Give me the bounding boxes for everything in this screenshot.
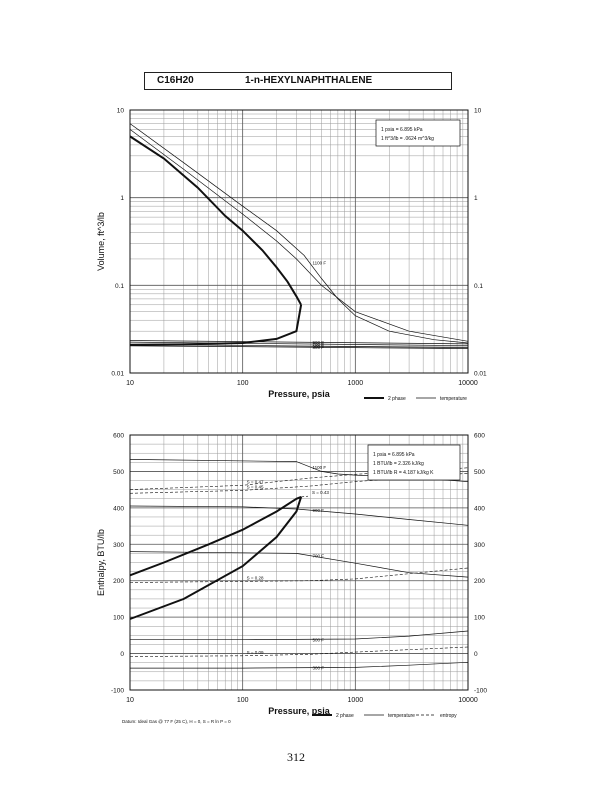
chart1-isotherm-line bbox=[129, 123, 469, 344]
chart2-entropy-line bbox=[129, 646, 469, 657]
chart2-entropy-line bbox=[129, 567, 469, 583]
chart2-isotherm-label: 300 F bbox=[312, 666, 324, 671]
chart2-x-tick-label: 1000 bbox=[348, 697, 364, 704]
chart1-isotherm-label: 1100 F bbox=[312, 260, 326, 265]
chart1-y-tick-label-right: 10 bbox=[474, 108, 482, 115]
chart2-conversion-text: 1 BTU/lb R = 4.187 kJ/kg K bbox=[373, 470, 434, 476]
chart1-conversion-text: 1 ft^3/lb = .0624 m^3/kg bbox=[381, 136, 434, 142]
chart1-isotherm-label: 300 F bbox=[312, 345, 324, 350]
chart2-y-tick-label-right: 100 bbox=[474, 615, 485, 622]
chart2-entropy-line bbox=[129, 473, 469, 494]
chart2-conversion-text: 1 psia = 6.895 kPa bbox=[373, 452, 415, 458]
chart2-datum-note: Datum: Ideal Gas @ 77 F (25 C), H = 0, S… bbox=[122, 719, 231, 724]
chart2-isotherm-line bbox=[129, 551, 469, 578]
chart2-entropy-label: S = 0.45 bbox=[247, 484, 264, 489]
chart1-legend-label: temperature bbox=[440, 396, 467, 402]
chart2-y-tick-label-right: 200 bbox=[474, 578, 485, 585]
chart2-entropy-line bbox=[301, 495, 309, 498]
chart2-y-tick-label: 500 bbox=[113, 469, 124, 476]
chart1-x-axis-label: Pressure, psia bbox=[268, 389, 331, 399]
chart2-legend-label: entropy bbox=[440, 713, 457, 719]
chart2-y-tick-label-right: 300 bbox=[474, 542, 485, 549]
chart1-y-tick-label-right: 1 bbox=[474, 195, 478, 202]
chart2-isotherm-label: 500 F bbox=[312, 637, 324, 642]
chart2-isotherm-label: 700 F bbox=[312, 554, 324, 559]
chart2-entropy-label: S = 0.43 bbox=[312, 490, 329, 495]
chart2-two-phase-liquid-line bbox=[129, 496, 303, 620]
chart1-x-tick-label: 10000 bbox=[458, 380, 478, 387]
chart2-y-tick-label-right: 500 bbox=[474, 469, 485, 476]
chart2-y-tick-label: 0 bbox=[120, 651, 124, 658]
chart1-y-tick-label-right: 0.01 bbox=[474, 371, 487, 378]
chart1-x-tick-label: 100 bbox=[237, 380, 249, 387]
chart2-entropy-line bbox=[129, 467, 469, 490]
chart2-conversion-text: 1 BTU/lb = 2.326 kJ/kg bbox=[373, 461, 424, 467]
chart2-legend-label: temperature bbox=[388, 713, 415, 719]
chart2-isotherm-line bbox=[129, 505, 469, 526]
chart1-y-tick-label: 0.1 bbox=[115, 283, 124, 290]
chart1-y-tick-label: 0.01 bbox=[111, 371, 124, 378]
chart2-legend-label: 2 phase bbox=[336, 713, 354, 719]
chart2-y-tick-label: 600 bbox=[113, 433, 124, 440]
chart1-isotherm-line bbox=[129, 340, 469, 345]
chart1-y-axis-label: Volume, ft^3/lb bbox=[96, 212, 106, 271]
chart2-x-tick-label: 10 bbox=[126, 697, 134, 704]
chart1-x-tick-label: 1000 bbox=[348, 380, 364, 387]
chart2-entropy-label: S = 0.09 bbox=[247, 650, 264, 655]
chart1-isotherm-label: 500 F bbox=[312, 344, 324, 349]
chart2-isotherm-label: 900 F bbox=[312, 508, 324, 513]
chart2-entropy-label: S = 0.28 bbox=[247, 575, 264, 580]
chart2-entropy-label: S = 0.47 bbox=[247, 479, 264, 484]
page-number: 312 bbox=[287, 750, 305, 764]
chart2-y-tick-label: 300 bbox=[113, 542, 124, 549]
chart2-isotherm-line bbox=[130, 661, 469, 669]
compound-header: C16H20 1-n-HEXYLNAPHTHALENE bbox=[144, 72, 452, 90]
chart2-isotherm-line bbox=[130, 630, 469, 641]
chart2-y-axis-label: Enthalpy, BTU/lb bbox=[96, 529, 106, 596]
chart2-y-tick-label-right: 600 bbox=[474, 433, 485, 440]
chart1-y-tick-label: 10 bbox=[117, 108, 125, 115]
chart2-plot-frame bbox=[129, 434, 469, 691]
chart1-x-tick-label: 10 bbox=[126, 380, 134, 387]
chart1-y-tick-label: 1 bbox=[120, 195, 124, 202]
chart2-y-tick-label: 100 bbox=[113, 615, 124, 622]
chart1-y-tick-label-right: 0.1 bbox=[474, 283, 483, 290]
chart2-y-tick-label-right: 400 bbox=[474, 505, 485, 512]
chart2-y-tick-label-right: -100 bbox=[474, 688, 487, 695]
compound-formula: C16H20 bbox=[157, 75, 194, 86]
chart2-x-tick-label: 10000 bbox=[458, 697, 478, 704]
chart1-isotherm-label: 700 F bbox=[312, 342, 324, 347]
compound-name: 1-n-HEXYLNAPHTHALENE bbox=[245, 75, 373, 86]
chart2-two-phase-vapor-line bbox=[129, 495, 302, 577]
chart1-isotherm-label: 900 F bbox=[312, 340, 324, 345]
chart2-isotherm-label: 1100 F bbox=[312, 465, 326, 470]
chart1-two-phase-vapor-line bbox=[129, 135, 302, 306]
chart1-isotherm-line bbox=[129, 129, 469, 342]
chart2-y-tick-label-right: 0 bbox=[474, 651, 478, 658]
chart1-legend-label: 2 phase bbox=[388, 396, 406, 402]
chart2-x-axis-label: Pressure, psia bbox=[268, 706, 331, 716]
chart2-conversion-box bbox=[367, 444, 461, 481]
chart1-conversion-box bbox=[375, 119, 461, 147]
chart1-isotherm-line bbox=[129, 345, 469, 349]
chart2-y-tick-label: 400 bbox=[113, 505, 124, 512]
chart2-y-tick-label: -100 bbox=[111, 688, 124, 695]
chart1-isotherm-line bbox=[129, 341, 469, 347]
chart2-y-tick-label: 200 bbox=[113, 578, 124, 585]
chart1-two-phase-liquid-line bbox=[129, 304, 303, 346]
chart2-x-tick-label: 100 bbox=[237, 697, 249, 704]
chart1-conversion-text: 1 psia = 6.895 kPa bbox=[381, 127, 423, 133]
chart1-plot-frame bbox=[129, 109, 469, 374]
